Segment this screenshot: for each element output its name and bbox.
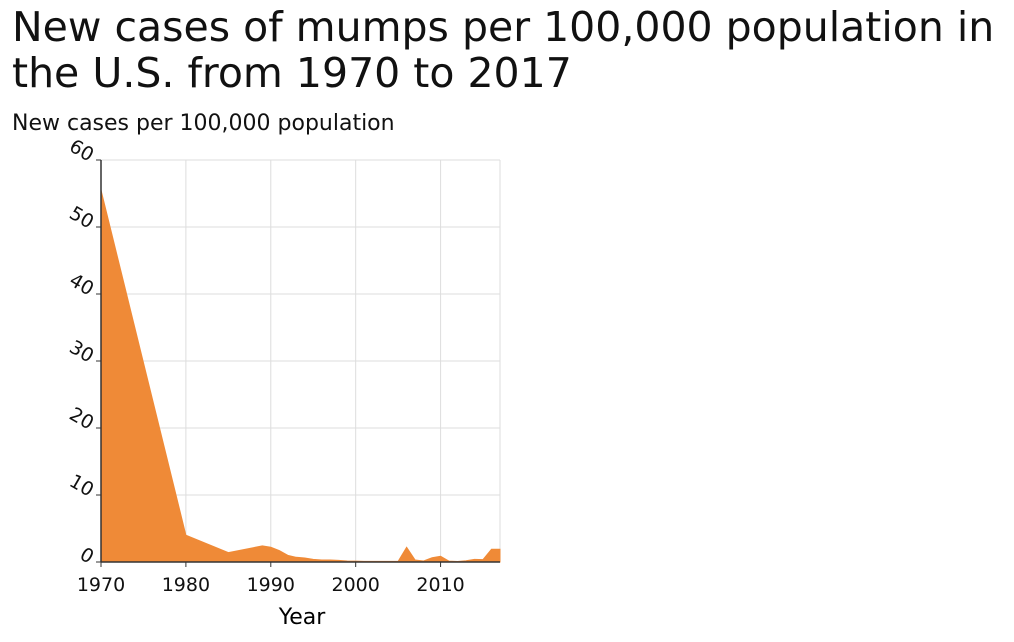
y-tick-label: 50 xyxy=(66,202,98,233)
y-axis-label: New cases per 100,000 population xyxy=(12,111,395,136)
x-axis-label: Year xyxy=(278,605,327,630)
x-tick-label: 1980 xyxy=(162,574,210,596)
chart-title: New cases of mumps per 100,000 populatio… xyxy=(12,3,995,97)
x-tick-label: 1970 xyxy=(77,574,125,596)
y-tick-label: 10 xyxy=(66,470,98,501)
x-tick-label: 2010 xyxy=(416,574,464,596)
y-tick-label: 60 xyxy=(66,135,98,166)
y-tick-label: 0 xyxy=(76,543,97,568)
y-tick-label: 40 xyxy=(66,269,98,300)
y-tick-label: 20 xyxy=(66,403,98,434)
x-tick-label: 2000 xyxy=(332,574,380,596)
axes xyxy=(96,159,500,567)
y-tick-label: 30 xyxy=(66,336,98,367)
x-tick-label: 1990 xyxy=(247,574,295,596)
